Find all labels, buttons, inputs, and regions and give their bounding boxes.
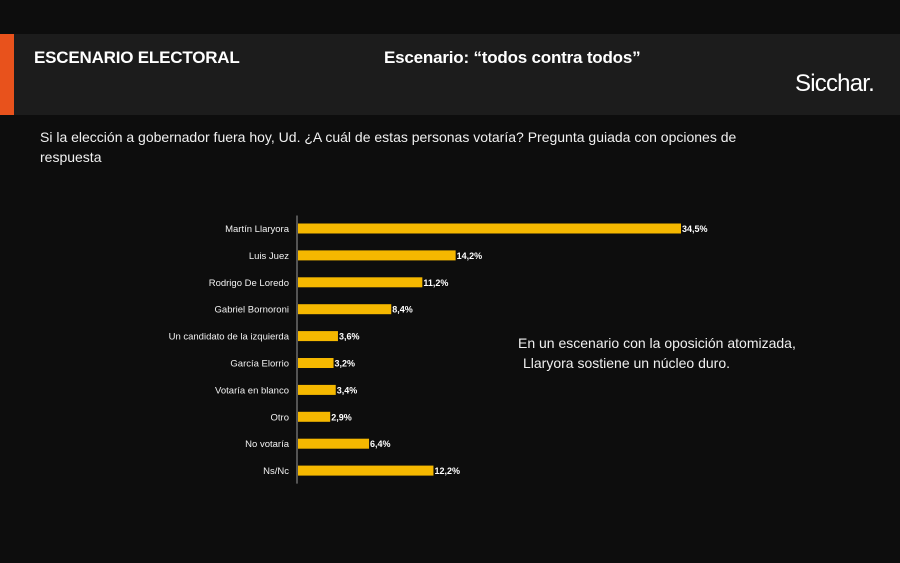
bar <box>298 411 331 422</box>
value-label: 14,2% <box>457 251 483 261</box>
survey-question: Si la elección a gobernador fuera hoy, U… <box>40 129 737 165</box>
category-label: Ns/Nc <box>263 466 289 477</box>
accent-bar <box>0 34 14 115</box>
category-label: Luis Juez <box>249 251 289 262</box>
value-label: 12,2% <box>434 466 460 476</box>
bar <box>298 384 336 395</box>
section-title: ESCENARIO ELECTORAL <box>34 48 240 67</box>
bar <box>298 465 434 476</box>
value-label: 6,4% <box>370 439 391 449</box>
category-label: Gabriel Bornoroni <box>215 305 289 316</box>
annotation-line-2: Llaryora sostiene un núcleo duro. <box>523 355 731 371</box>
bar <box>298 223 681 234</box>
category-label: Otro <box>271 412 289 423</box>
bar <box>298 250 456 261</box>
chart-annotation: En un escenario con la oposición atomiza… <box>518 333 838 373</box>
value-label: 3,4% <box>337 385 358 395</box>
value-label: 3,2% <box>335 359 356 369</box>
bar <box>298 304 392 315</box>
category-label: Rodrigo De Loredo <box>209 278 289 289</box>
value-label: 3,6% <box>339 332 360 342</box>
category-label: Un candidato de la izquierda <box>169 332 290 343</box>
category-label: García Elorrio <box>230 359 289 370</box>
scenario-title: Escenario: “todos contra todos” <box>384 48 641 67</box>
bar <box>298 438 370 449</box>
value-label: 8,4% <box>392 305 413 315</box>
header-band <box>0 34 900 115</box>
bar <box>298 277 423 288</box>
category-label: No votaría <box>245 439 290 450</box>
bar <box>298 331 338 342</box>
top-strip <box>0 0 900 34</box>
category-label: Martín Llaryora <box>225 224 290 235</box>
value-label: 34,5% <box>682 224 708 234</box>
brand-logo: Sicchar. <box>795 70 875 97</box>
category-label: Votaría en blanco <box>215 385 289 396</box>
bar <box>298 358 334 368</box>
value-label: 11,2% <box>423 278 448 288</box>
annotation-line-1: En un escenario con la oposición atomiza… <box>518 335 796 351</box>
value-label: 2,9% <box>331 412 352 422</box>
